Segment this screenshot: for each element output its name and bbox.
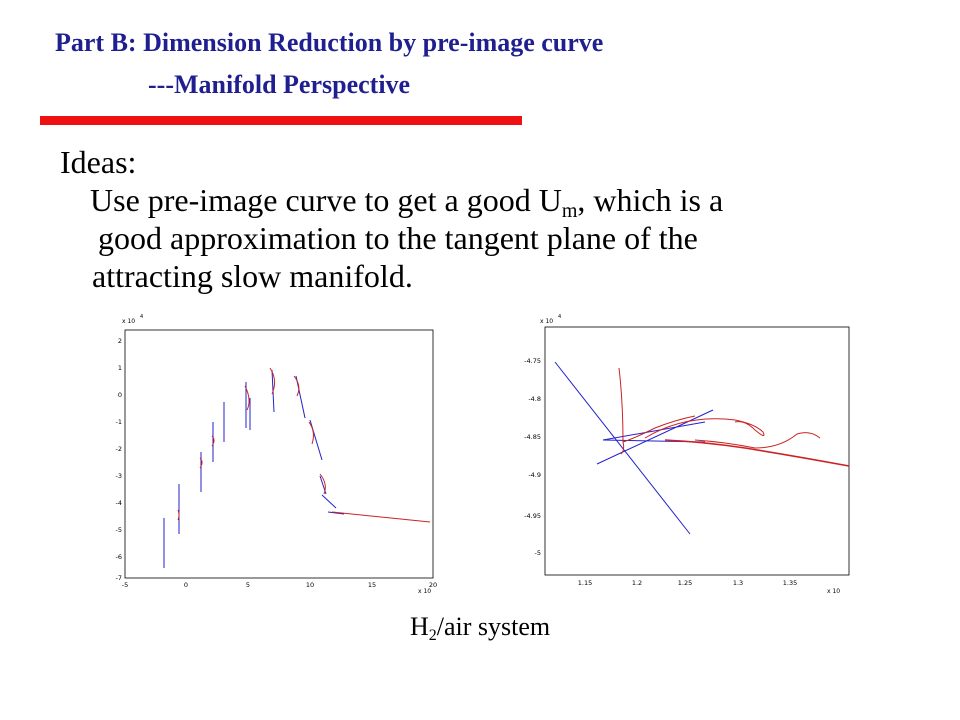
left-x-tick: -5 bbox=[122, 581, 128, 589]
left-y-tick: -2 bbox=[116, 445, 122, 453]
left-plot-y-exponent: 4 bbox=[140, 314, 143, 320]
right-x-tick: 1.2 bbox=[632, 579, 642, 587]
right-x-tick: 1.25 bbox=[678, 579, 692, 587]
left-plot-x-ticks: -5 0 5 10 15 20 bbox=[122, 581, 437, 589]
caption-subscript: 2 bbox=[428, 627, 437, 644]
left-x-tick: 0 bbox=[184, 581, 188, 589]
ideas-line1-subscript: m bbox=[561, 200, 578, 222]
ideas-label: Ideas: bbox=[60, 144, 137, 180]
right-y-tick: -4.75 bbox=[524, 357, 541, 365]
right-y-tick: -4.9 bbox=[528, 471, 541, 479]
right-plot-y-multiplier: x 10 bbox=[540, 318, 553, 325]
left-y-tick: 1 bbox=[118, 364, 122, 372]
left-y-tick: -6 bbox=[116, 553, 122, 561]
ideas-line3: attracting slow manifold. bbox=[92, 258, 413, 294]
right-plot-x-ticks: 1.15 1.2 1.25 1.3 1.35 bbox=[578, 579, 797, 587]
ideas-line1-post: , which is a bbox=[577, 182, 724, 218]
ideas-line1-pre: Use pre-image curve to get a good U bbox=[90, 182, 562, 218]
right-plot: x 10 4 -4.75 -4.8 -4.85 -4.9 -4.95 -5 1.… bbox=[524, 314, 850, 595]
right-plot-y-ticks: -4.75 -4.8 -4.85 -4.9 -4.95 -5 bbox=[524, 357, 541, 557]
title-underline-bar bbox=[40, 116, 522, 125]
left-y-tick: 2 bbox=[118, 337, 122, 345]
right-x-tick: 1.3 bbox=[733, 579, 743, 587]
slide-title-line1: Part B: Dimension Reduction by pre-image… bbox=[55, 28, 604, 57]
ideas-line2: good approximation to the tangent plane … bbox=[98, 220, 698, 256]
right-plot-red-curves bbox=[618, 367, 850, 467]
left-x-tick: 20 bbox=[429, 581, 437, 589]
figure-caption: H2/air system bbox=[410, 612, 550, 645]
left-plot-x-multiplier: x 10 bbox=[418, 588, 431, 595]
right-plot-blue-lines bbox=[554, 361, 714, 535]
left-plot-y-ticks: 2 1 0 -1 -2 -3 -4 -5 -6 -7 bbox=[116, 337, 122, 582]
right-plot-x-multiplier: x 10 bbox=[827, 588, 840, 595]
left-x-tick: 5 bbox=[246, 581, 250, 589]
caption-prefix: H bbox=[410, 612, 429, 641]
left-y-tick: -5 bbox=[116, 526, 122, 534]
left-plot-red-curves bbox=[177, 367, 431, 523]
slide-title-line2: ---Manifold Perspective bbox=[148, 70, 411, 99]
right-plot-frame bbox=[544, 326, 850, 576]
left-y-tick: -3 bbox=[116, 472, 122, 480]
left-plot-blue-segments bbox=[163, 369, 345, 568]
right-y-tick: -5 bbox=[535, 549, 541, 557]
ideas-line1: Use pre-image curve to get a good Um, wh… bbox=[90, 182, 723, 223]
left-y-tick: -4 bbox=[116, 499, 122, 507]
right-y-tick: -4.85 bbox=[524, 433, 541, 441]
right-x-tick: 1.15 bbox=[578, 579, 592, 587]
caption-suffix: /air system bbox=[436, 612, 551, 641]
right-y-tick: -4.95 bbox=[524, 512, 541, 520]
right-x-tick: 1.35 bbox=[783, 579, 797, 587]
right-plot-y-exponent: 4 bbox=[558, 314, 561, 320]
left-y-tick: 0 bbox=[118, 391, 122, 399]
right-y-tick: -4.8 bbox=[528, 395, 541, 403]
left-plot-frame bbox=[124, 329, 434, 579]
left-plot-y-multiplier: x 10 bbox=[122, 318, 135, 325]
left-plot: x 10 4 2 1 0 -1 -2 -3 -4 -5 -6 -7 -5 0 5… bbox=[116, 314, 438, 595]
left-x-tick: 10 bbox=[306, 581, 314, 589]
left-x-tick: 15 bbox=[368, 581, 376, 589]
left-y-tick: -1 bbox=[116, 418, 122, 426]
left-y-tick: -7 bbox=[116, 574, 122, 582]
